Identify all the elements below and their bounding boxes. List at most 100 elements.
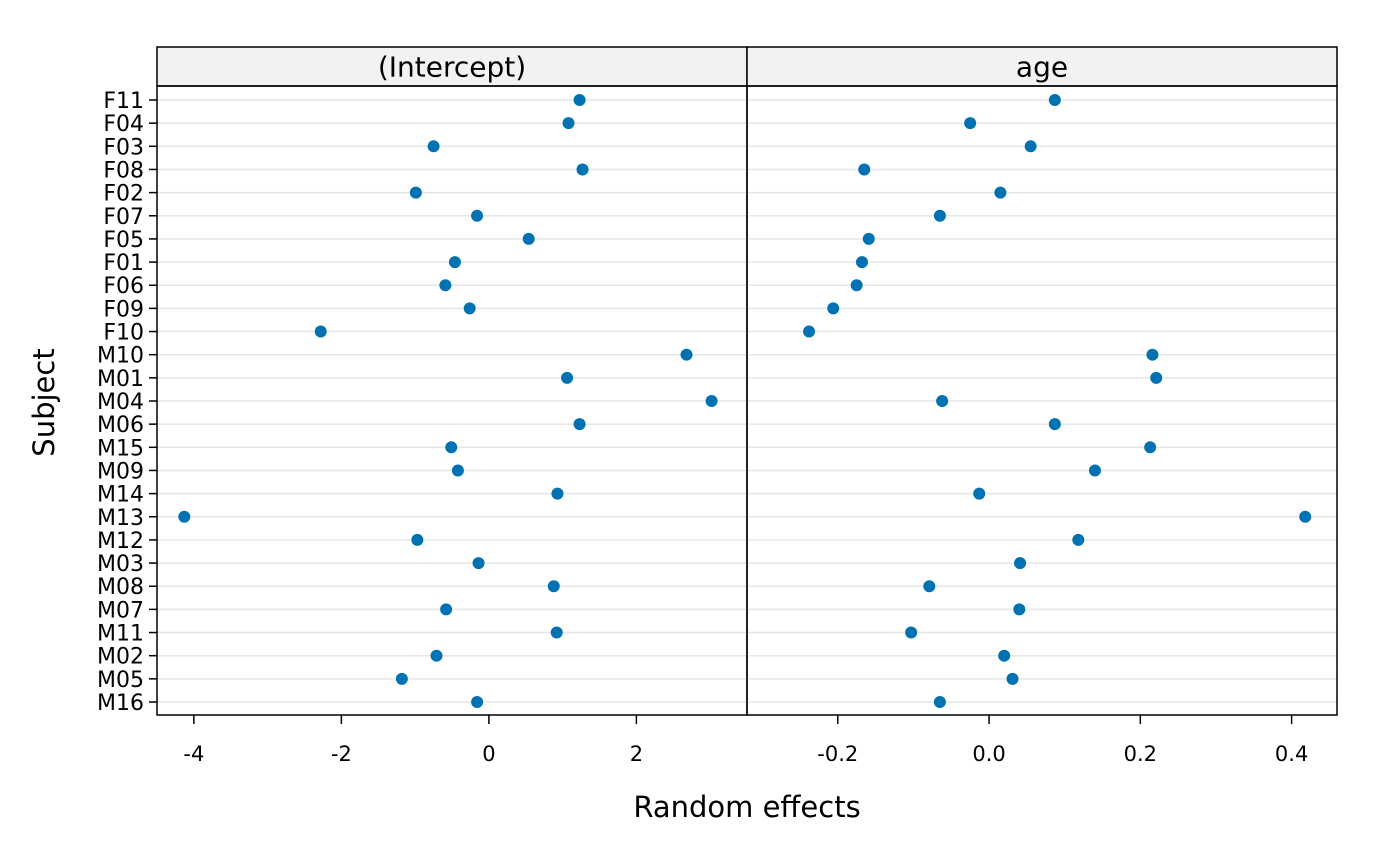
data-point [905,626,918,639]
data-point [1144,441,1157,454]
x-tick-label: 0.2 [1124,742,1157,766]
y-tick-label: F05 [103,228,144,253]
y-tick-label: F07 [103,205,144,230]
data-point [1006,672,1019,685]
data-point [440,603,453,616]
data-point [562,117,575,130]
y-tick-label: M10 [97,344,144,369]
data-point [850,279,863,292]
strip-label: age [1016,51,1068,84]
data-point [858,163,871,176]
y-tick-label: F03 [103,135,144,160]
y-tick-label: M11 [97,622,144,647]
y-tick-label: F11 [103,89,144,114]
data-point [561,371,574,384]
data-point [1013,603,1026,616]
x-axis-title: Random effects [633,790,860,824]
data-point [573,418,586,431]
data-point [1072,533,1085,546]
data-point [933,696,946,708]
data-point [1299,510,1312,523]
data-point [936,395,949,407]
y-axis-title: Subject [27,348,61,456]
y-tick-label: F10 [103,321,144,346]
data-point [827,302,840,315]
data-point [1014,557,1027,570]
data-point [522,232,535,245]
y-tick-label: M02 [97,645,144,670]
panel-border [746,85,1338,716]
data-point [427,140,440,153]
y-tick-label: M16 [97,691,144,716]
y-tick-label: F04 [103,112,144,137]
data-point [1024,140,1037,153]
data-point [550,626,563,639]
y-tick-label: M01 [97,367,144,392]
data-point [430,649,443,662]
data-point [573,94,586,106]
data-point [547,580,560,593]
data-point [855,256,868,269]
y-tick-label: F06 [103,274,144,299]
panel-age: age -0.2 0.0 0.2 0.4 [746,46,1338,766]
data-point [439,279,452,292]
data-point [551,487,564,500]
data-point [395,672,408,685]
data-point [705,395,718,407]
x-tick-label: 0 [482,742,495,766]
data-point [411,533,424,546]
data-point [994,186,1007,199]
data-point [680,348,693,361]
data-point [445,441,458,454]
data-point [1048,94,1061,106]
y-tick-label: M07 [97,598,144,623]
strip-label: (Intercept) [378,51,526,84]
data-point [973,487,986,500]
y-tick-label: F02 [103,182,144,207]
data-point [463,302,476,315]
data-point [472,557,485,570]
data-point [923,580,936,593]
y-tick-label: M09 [97,459,144,484]
data-point [471,209,484,222]
data-point [1146,348,1159,361]
data-point [803,325,816,338]
x-tick-label: 0.4 [1275,742,1308,766]
y-tick-label: M13 [97,506,144,531]
y-tick-label: M04 [97,390,144,415]
y-tick-label: M12 [97,529,144,554]
y-tick-label: M14 [97,483,144,508]
y-tick-label: F08 [103,158,144,183]
y-tick-label: M05 [97,668,144,693]
data-point [314,325,327,338]
data-point [451,464,464,477]
y-tick-label: M03 [97,552,144,577]
panel-intercept: (Intercept) -4 -2 0 2 [156,46,748,766]
data-point [471,696,484,708]
x-tick-label: -0.2 [817,742,858,766]
x-tick-label: 0.0 [972,742,1005,766]
data-point [998,649,1011,662]
data-point [1150,371,1163,384]
y-tick-label: F01 [103,251,144,276]
y-tick-label: M08 [97,575,144,600]
strip-background [156,46,748,87]
data-point [1088,464,1101,477]
x-tick-label: 2 [630,742,643,766]
data-point [862,232,875,245]
y-tick-label: M06 [97,413,144,438]
panels-group: (Intercept) -4 -2 0 2 age -0.2 0.0 0.2 0.4 [156,46,1338,766]
subject-labels: F11F04F03F08F02F07F05F01F06F09F10M10M01M… [97,89,157,716]
y-tick-label: M15 [97,436,144,461]
y-tick-label: F09 [103,297,144,322]
data-point [933,209,946,222]
x-tick-label: -2 [331,742,352,766]
data-point [178,510,191,523]
data-point [576,163,589,176]
x-tick-label: -4 [183,742,204,766]
data-point [964,117,977,130]
data-point [409,186,422,199]
data-point [448,256,461,269]
data-point [1048,418,1061,431]
